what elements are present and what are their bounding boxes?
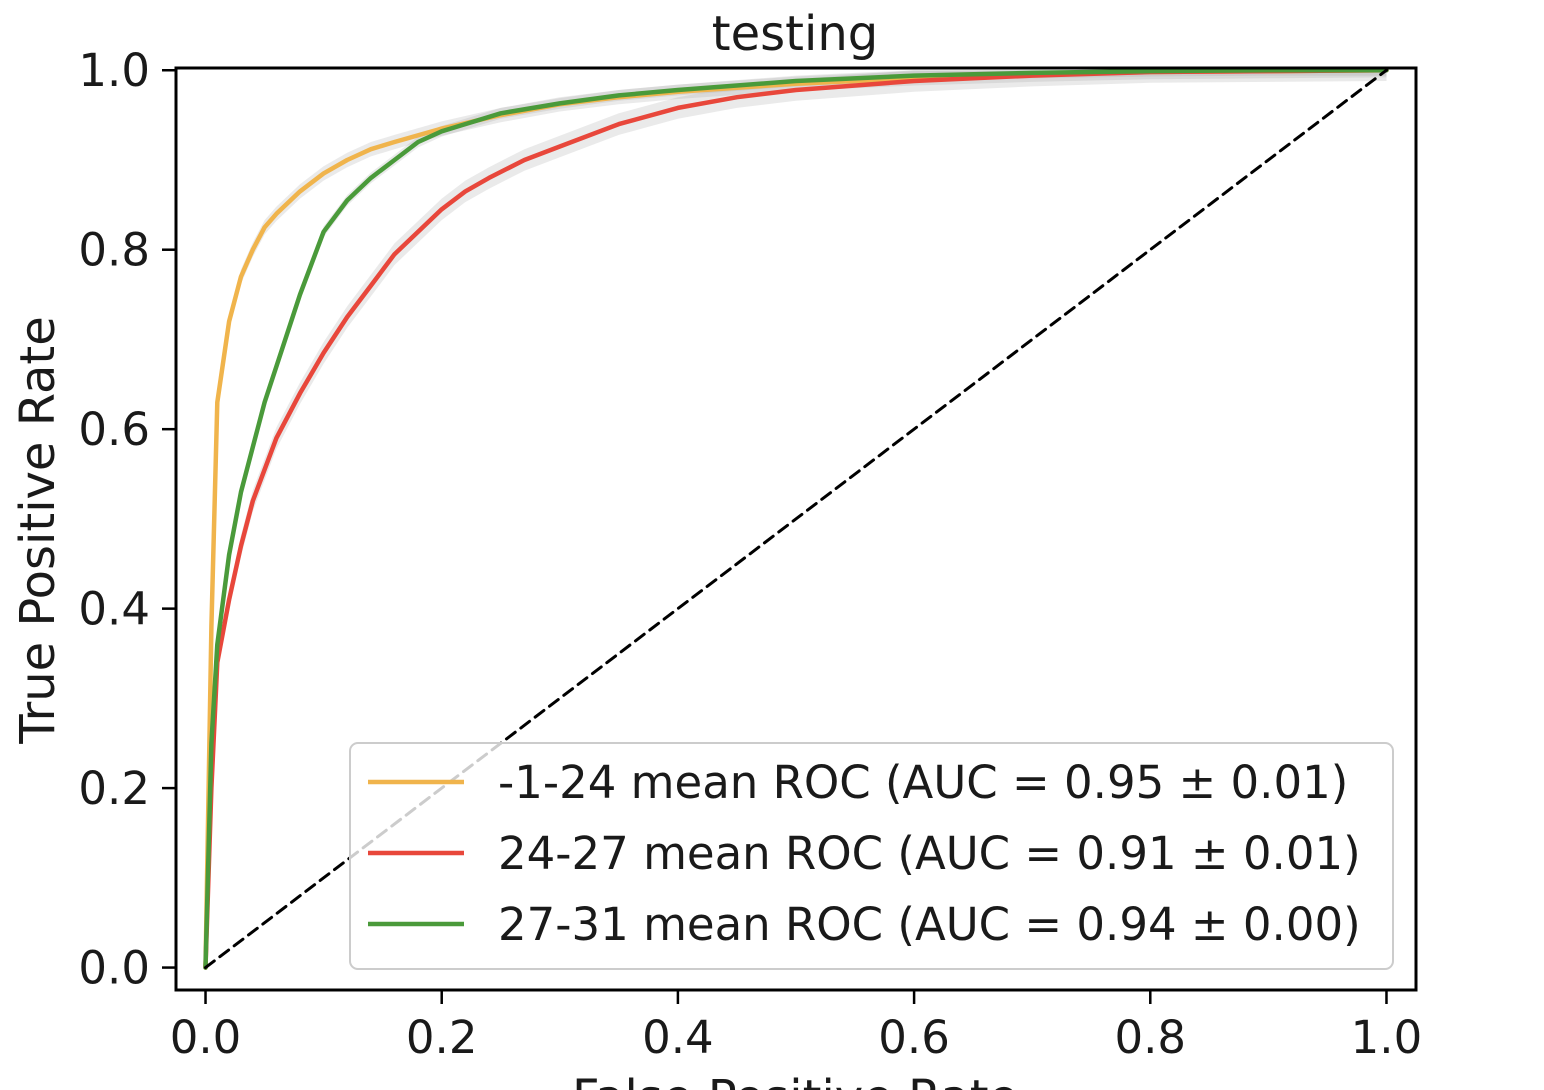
roc-line-1 xyxy=(203,67,1389,970)
legend-label: 24-27 mean ROC (AUC = 0.91 ± 0.01) xyxy=(498,827,1361,880)
x-tick-label: 1.0 xyxy=(1351,1011,1423,1064)
y-tick-label: 0.6 xyxy=(78,403,150,456)
x-axis-label: False Positive Rate xyxy=(572,1070,1018,1090)
y-tick-label: 0.2 xyxy=(78,762,150,815)
chance-diagonal-line xyxy=(204,68,1388,970)
x-axis-ticks: 0.0 0.2 0.4 0.6 0.8 1.0 xyxy=(170,990,1423,1064)
y-axis-ticks: 0.0 0.2 0.4 0.6 0.8 1.0 xyxy=(78,44,176,995)
roc-line-2 xyxy=(203,67,1389,970)
x-tick-label: 0.4 xyxy=(642,1011,714,1064)
legend: -1-24 mean ROC (AUC = 0.95 ± 0.01) 24-27 … xyxy=(349,742,1394,970)
x-tick-label: 0.2 xyxy=(406,1011,478,1064)
y-tick-label: 0.0 xyxy=(78,942,150,995)
legend-label: 27-31 mean ROC (AUC = 0.94 ± 0.00) xyxy=(498,898,1361,951)
legend-label: -1-24 mean ROC (AUC = 0.95 ± 0.01) xyxy=(498,756,1348,809)
plot-frame xyxy=(174,66,1418,992)
legend-box xyxy=(349,742,1394,970)
x-tick-label: 0.0 xyxy=(170,1011,242,1064)
chart-title: testing xyxy=(712,6,878,62)
series-lines xyxy=(203,67,1389,970)
y-tick-label: 0.4 xyxy=(78,583,150,636)
y-axis-label: True Positive Rate xyxy=(10,316,66,745)
roc-line-3 xyxy=(203,67,1389,970)
x-tick-label: 0.8 xyxy=(1114,1011,1186,1064)
y-tick-label: 1.0 xyxy=(78,44,150,97)
y-tick-label: 0.8 xyxy=(78,224,150,277)
x-tick-label: 0.6 xyxy=(878,1011,950,1064)
